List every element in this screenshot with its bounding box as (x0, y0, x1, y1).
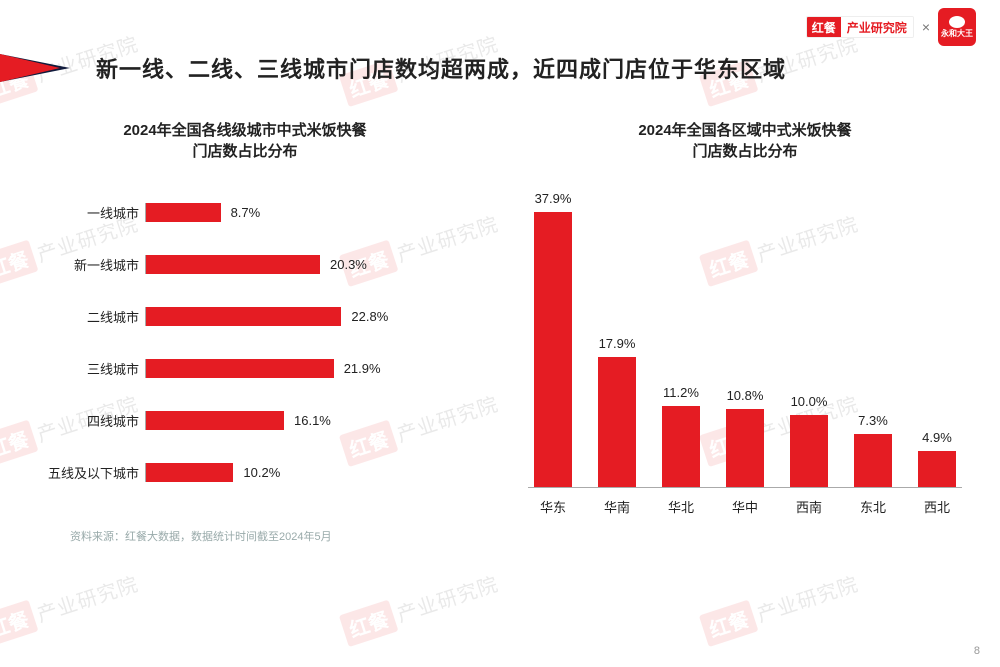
vbar-value: 11.2% (663, 385, 699, 400)
hbar-label: 三线城市 (30, 359, 145, 378)
vbar-bar (854, 434, 892, 487)
vbar-col: 11.2% 华北 (656, 385, 706, 516)
hbar-label: 新一线城市 (30, 255, 145, 274)
hbar-row: 二线城市 22.8% (30, 290, 460, 342)
vbar-bar (918, 451, 956, 487)
hbar-value: 10.2% (243, 465, 280, 480)
title-row: 新一线、二线、三线城市门店数均超两成，近四成门店位于华东区域 (0, 48, 1000, 88)
hbar-track: 16.1% (145, 411, 460, 430)
vbar-label: 华南 (604, 497, 630, 516)
vbar-value: 10.0% (791, 394, 828, 409)
hbar-bar (146, 255, 320, 274)
hbar-bar (146, 307, 341, 326)
vbar-col: 4.9% 西北 (912, 430, 962, 516)
partner-logo: 永和大王 (938, 8, 976, 46)
partner-logo-icon (949, 16, 965, 28)
vbar-col: 17.9% 华南 (592, 336, 642, 516)
brand-badge: 红餐 (807, 17, 841, 38)
hbar-row: 三线城市 21.9% (30, 342, 460, 394)
hbar-row: 新一线城市 20.3% (30, 238, 460, 290)
charts-area: 2024年全国各线级城市中式米饭快餐 门店数占比分布 一线城市 8.7% 新一线城市… (0, 120, 1000, 607)
vbar-col: 37.9% 华东 (528, 191, 578, 516)
vbar-bar (598, 357, 636, 487)
title-chevron-icon (0, 54, 70, 82)
hbar-value: 8.7% (231, 205, 261, 220)
page-number: 8 (974, 645, 980, 657)
vbar-value: 17.9% (599, 336, 636, 351)
partner-logo-label: 永和大王 (941, 30, 973, 38)
hbar-bar (146, 203, 221, 222)
hbar-track: 20.3% (145, 255, 460, 274)
hbar-row: 五线及以下城市 10.2% (30, 446, 460, 498)
hbar-track: 21.9% (145, 359, 460, 378)
region-bar-chart: 37.9% 华东 17.9% 华南 11.2% 华北 10.8% 华中 10.0% 西南 7.3% 东… (520, 186, 970, 516)
brand-text: 产业研究院 (841, 17, 913, 38)
vbar-label: 华东 (540, 497, 566, 516)
hbar-track: 22.8% (145, 307, 460, 326)
hbar-value: 22.8% (351, 309, 388, 324)
left-panel: 2024年全国各线级城市中式米饭快餐 门店数占比分布 一线城市 8.7% 新一线城市… (0, 120, 490, 607)
hbar-row: 一线城市 8.7% (30, 186, 460, 238)
brand-logo: 红餐 产业研究院 (806, 16, 914, 38)
vbar-bar (726, 409, 764, 487)
hbar-bar (146, 463, 233, 482)
brand-separator: × (922, 19, 930, 35)
vbar-bar (662, 406, 700, 487)
vbar-value: 37.9% (535, 191, 572, 206)
vbar-col: 10.0% 西南 (784, 394, 834, 517)
hbar-value: 16.1% (294, 413, 331, 428)
vbar-label: 华北 (668, 497, 694, 516)
vbar-col: 10.8% 华中 (720, 388, 770, 516)
vbar-value: 4.9% (922, 430, 952, 445)
vbar-label: 华中 (732, 497, 758, 516)
right-panel: 2024年全国各区域中式米饭快餐 门店数占比分布 37.9%华东17.9%华南1… (490, 120, 1000, 607)
data-source-footnote: 资料来源：红餐大数据，数据统计时间截至2024年5月 (30, 528, 460, 544)
hbar-label: 五线及以下城市 (30, 463, 145, 482)
vbar-value: 7.3% (858, 413, 888, 428)
city-tier-bar-chart: 一线城市 8.7% 新一线城市 20.3% 二线城市 22.8% 三线城市 21.9% 四线城市… (30, 186, 460, 498)
header-logos: 红餐 产业研究院 × 永和大王 (806, 8, 976, 46)
hbar-value: 21.9% (344, 361, 381, 376)
hbar-label: 四线城市 (30, 411, 145, 430)
vbar-bar (790, 415, 828, 488)
vbar-bar (534, 212, 572, 487)
hbar-bar (146, 411, 284, 430)
hbar-bar (146, 359, 334, 378)
hbar-track: 10.2% (145, 463, 460, 482)
vbar-col: 7.3% 东北 (848, 413, 898, 516)
hbar-track: 8.7% (145, 203, 460, 222)
vbar-label: 西北 (924, 497, 950, 516)
hbar-label: 二线城市 (30, 307, 145, 326)
right-chart-title: 2024年全国各区域中式米饭快餐 门店数占比分布 (520, 120, 970, 162)
hbar-value: 20.3% (330, 257, 367, 272)
page-title: 新一线、二线、三线城市门店数均超两成，近四成门店位于华东区域 (96, 52, 786, 84)
hbar-row: 四线城市 16.1% (30, 394, 460, 446)
left-chart-title: 2024年全国各线级城市中式米饭快餐 门店数占比分布 (30, 120, 460, 162)
vbar-label: 西南 (796, 497, 822, 516)
vbar-value: 10.8% (727, 388, 764, 403)
vbar-label: 东北 (860, 497, 886, 516)
hbar-label: 一线城市 (30, 203, 145, 222)
chart-baseline (528, 487, 962, 488)
